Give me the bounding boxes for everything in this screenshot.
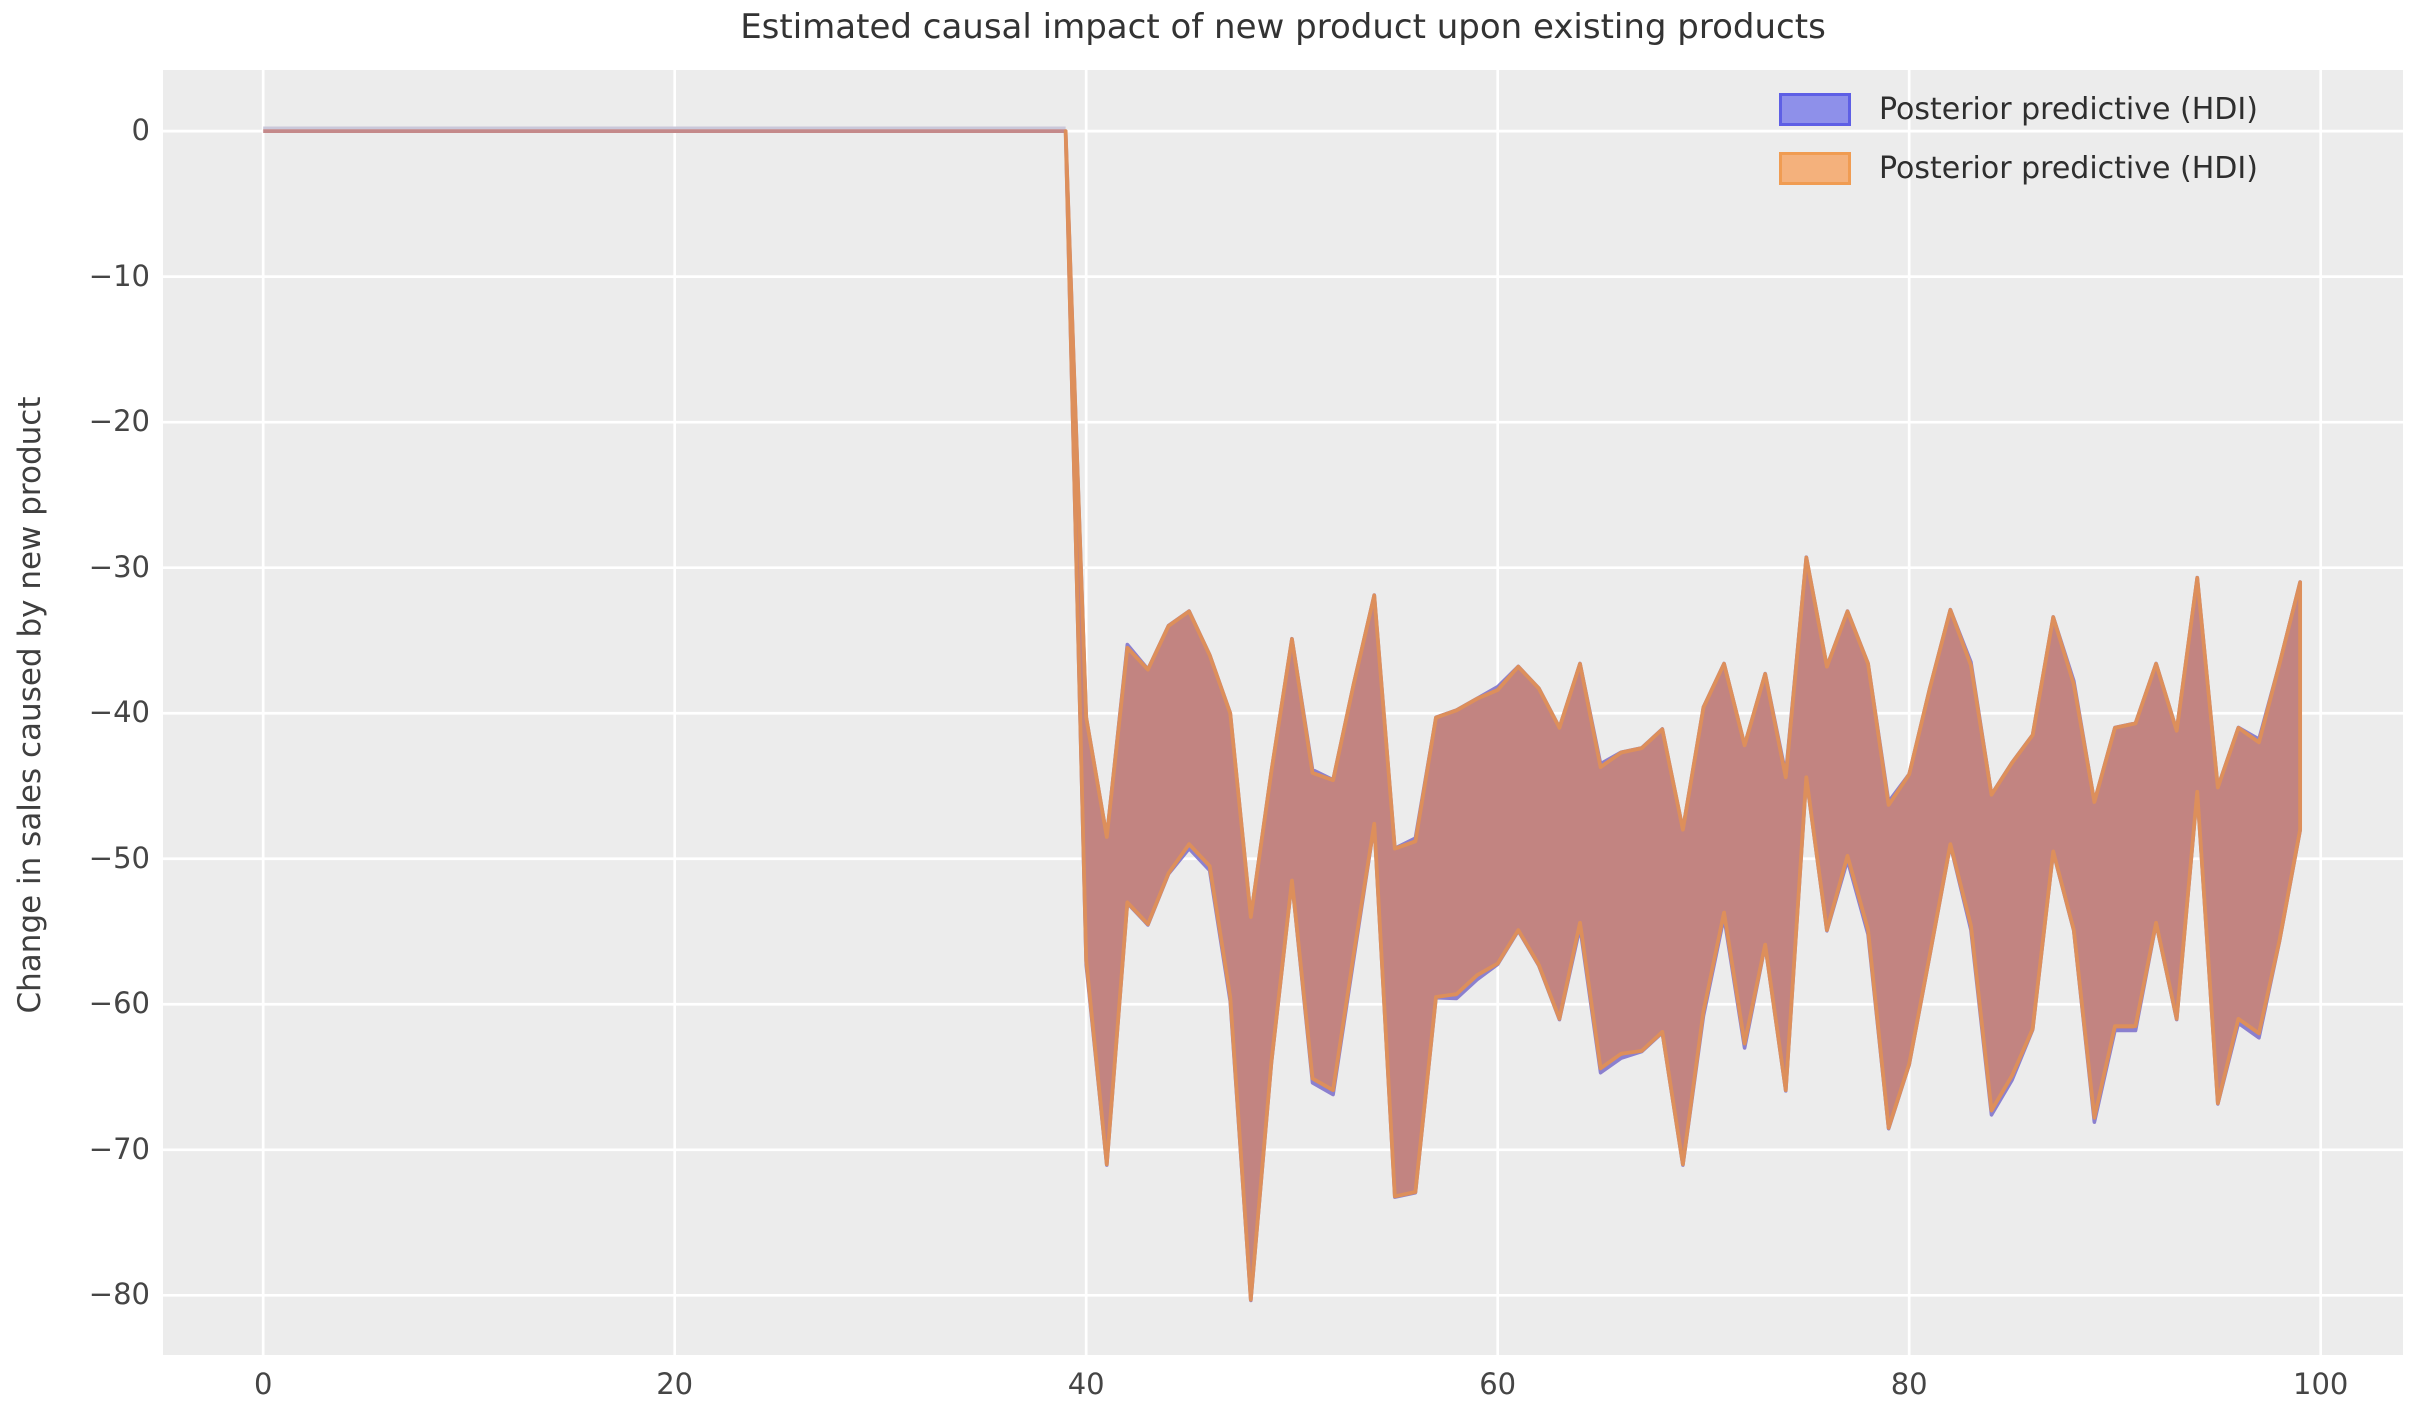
hdi-band-orange — [1063, 129, 2303, 1302]
y-tick-label: −10 — [88, 258, 150, 293]
legend-item-posterior-predictive-orange: Posterior predictive (HDI) — [1779, 151, 2258, 186]
x-tick-label: 40 — [1067, 1367, 1105, 1401]
y-tick-label: −60 — [88, 986, 150, 1021]
x-tick-label: 100 — [2293, 1367, 2349, 1401]
hdi-band-chart — [163, 70, 2403, 1355]
x-tick-label: 60 — [1479, 1367, 1517, 1401]
plot-area: Posterior predictive (HDI) Posterior pre… — [163, 70, 2403, 1355]
y-tick-label: 0 — [131, 113, 150, 148]
y-tick-label: −20 — [88, 404, 150, 439]
chart-title: Estimated causal impact of new product u… — [740, 7, 1826, 47]
x-tick-label: 20 — [656, 1367, 694, 1401]
y-tick-label: −80 — [88, 1277, 150, 1312]
x-tick-label: 0 — [253, 1367, 273, 1401]
legend: Posterior predictive (HDI) Posterior pre… — [1779, 92, 2258, 210]
legend-swatch-orange — [1779, 152, 1851, 185]
legend-item-posterior-predictive-blue: Posterior predictive (HDI) — [1779, 92, 2258, 127]
y-tick-label: −70 — [88, 1131, 150, 1166]
legend-swatch-blue — [1779, 93, 1851, 126]
x-tick-label: 80 — [1890, 1367, 1928, 1401]
y-tick-label: −40 — [88, 695, 150, 730]
y-tick-label: −30 — [88, 549, 150, 584]
legend-label: Posterior predictive (HDI) — [1879, 92, 2258, 127]
y-tick-label: −50 — [88, 840, 150, 875]
legend-label: Posterior predictive (HDI) — [1879, 151, 2258, 186]
